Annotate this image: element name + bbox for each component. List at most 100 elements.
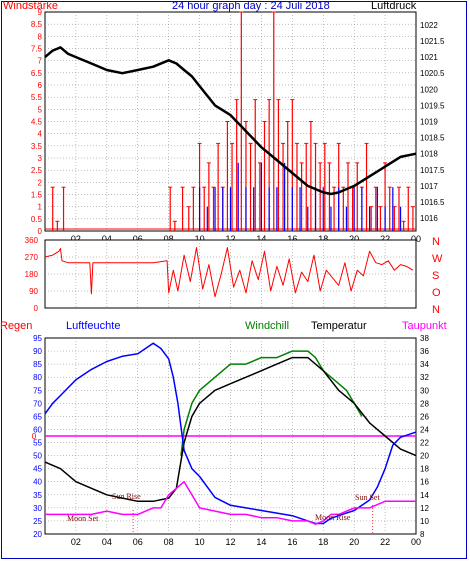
windstaerke-y-tick-5.5: 5.5 [31, 93, 43, 102]
windchill-line [180, 350, 363, 456]
temperatur-y-tick-34: 34 [420, 360, 429, 369]
luftdruck-line [44, 46, 417, 196]
temperature-humidity-x-tick-04: 04 [102, 537, 112, 547]
windstaerke-y-tick-2: 2 [38, 178, 43, 187]
luftdruck-y-tick-1019: 1019 [420, 118, 438, 127]
legend-windchill: Windchill [245, 320, 290, 332]
wind-direction-y-tick-180: 180 [25, 270, 39, 279]
legend-luftfeuchte: Luftfeuchte [66, 320, 121, 332]
luftfeuchte-y-tick-60: 60 [33, 425, 42, 434]
luftdruck-y-tick-1019.5: 1019.5 [420, 101, 445, 110]
temperatur-y-tick-38: 38 [420, 334, 429, 343]
wind-pressure-x-tick-10: 10 [195, 234, 205, 244]
direction-label-n-0: N [432, 236, 440, 248]
temperature-humidity-x-tick-16: 16 [287, 537, 297, 547]
windstaerke-y-tick-8.5: 8.5 [31, 20, 43, 29]
temperature-humidity-x-tick-12: 12 [225, 537, 235, 547]
temperatur-y-tick-20: 20 [420, 452, 429, 461]
wind-direction-y-tick-0: 0 [34, 304, 39, 313]
luftfeuchte-y-tick-90: 90 [33, 347, 42, 356]
temperatur-y-tick-28: 28 [420, 399, 429, 408]
windstaerke-y-tick-6: 6 [38, 81, 43, 90]
windstaerke-y-tick-6.5: 6.5 [31, 69, 43, 78]
direction-label-w-1: W [432, 253, 443, 265]
windstaerke-y-tick-9: 9 [38, 8, 43, 17]
wind-pressure-x-tick-12: 12 [225, 234, 235, 244]
moon-rise-label: Moon Rise [315, 513, 351, 522]
wind-pressure-x-tick-00: 00 [411, 234, 421, 244]
wind-pressure-x-tick-22: 22 [380, 234, 390, 244]
wind-direction-y-tick-90: 90 [29, 287, 38, 296]
luftfeuchte-y-tick-30: 30 [33, 504, 42, 513]
temperature-humidity-x-tick-20: 20 [349, 537, 359, 547]
wind-direction-y-tick-270: 270 [25, 253, 39, 262]
page-title: 24 hour graph day : 24 Juli 2018 [172, 0, 330, 12]
regen-zero-label: 0 [32, 432, 37, 441]
windstaerke-label: Windstärke [3, 0, 59, 12]
legend-regen: Regen [0, 320, 33, 332]
luftfeuchte-y-tick-55: 55 [33, 439, 42, 448]
windstaerke-y-tick-3.5: 3.5 [31, 142, 43, 151]
windstaerke-y-tick-0: 0 [38, 227, 43, 236]
luftfeuchte-y-tick-80: 80 [33, 373, 42, 382]
direction-label-o-3: O [432, 287, 441, 299]
luftdruck-y-tick-1017.5: 1017.5 [420, 166, 445, 175]
windstaerke-y-tick-4: 4 [38, 130, 43, 139]
temperatur-y-tick-24: 24 [420, 425, 429, 434]
temperature-humidity-x-tick-10: 10 [195, 537, 205, 547]
luftdruck-y-tick-1021.5: 1021.5 [420, 37, 445, 46]
wind-pressure-x-tick-16: 16 [287, 234, 297, 244]
luftfeuchte-y-tick-50: 50 [33, 452, 42, 461]
temperature-humidity-x-tick-08: 08 [164, 537, 174, 547]
luftdruck-y-tick-1022: 1022 [420, 21, 438, 30]
luftfeuchte-y-tick-95: 95 [33, 334, 42, 343]
temperatur-y-tick-12: 12 [420, 504, 429, 513]
windstaerke-y-tick-8: 8 [38, 32, 43, 41]
temperatur-y-tick-10: 10 [420, 517, 429, 526]
temperatur-y-tick-26: 26 [420, 412, 429, 421]
windstaerke-y-tick-7.5: 7.5 [31, 45, 43, 54]
wind-pressure-x-tick-04: 04 [102, 234, 112, 244]
luftfeuchte-y-tick-75: 75 [33, 386, 42, 395]
luftfeuchte-y-tick-65: 65 [33, 412, 42, 421]
windstaerke-y-tick-7: 7 [38, 57, 43, 66]
wind-pressure-x-tick-20: 20 [349, 234, 359, 244]
luftfeuchte-y-tick-35: 35 [33, 491, 42, 500]
temperatur-y-tick-18: 18 [420, 465, 429, 474]
luftfeuchte-y-tick-25: 25 [33, 517, 42, 526]
direction-label-s-2: S [432, 270, 439, 282]
temperatur-y-tick-32: 32 [420, 373, 429, 382]
direction-label-n-4: N [432, 304, 440, 316]
wind-pressure-x-tick-06: 06 [133, 234, 143, 244]
wind-pressure-x-tick-08: 08 [164, 234, 174, 244]
windstaerke-y-tick-3: 3 [38, 154, 43, 163]
luftdruck-y-tick-1016.5: 1016.5 [420, 198, 445, 207]
luftdruck-y-tick-1017: 1017 [420, 182, 438, 191]
windstaerke-y-tick-0.5: 0.5 [31, 215, 43, 224]
windrichtung-line [44, 247, 414, 298]
wind-pressure-x-tick-18: 18 [318, 234, 328, 244]
luftfeuchte-y-tick-40: 40 [33, 478, 42, 487]
temperatur-y-tick-14: 14 [420, 491, 429, 500]
luftdruck-y-tick-1020.5: 1020.5 [420, 69, 445, 78]
luftdruck-y-tick-1018.5: 1018.5 [420, 134, 445, 143]
temperature-humidity-x-tick-18: 18 [318, 537, 328, 547]
windstaerke-y-tick-1: 1 [38, 203, 43, 212]
wind-pressure-x-tick-14: 14 [256, 234, 266, 244]
wind-direction-y-tick-360: 360 [25, 236, 39, 245]
temperature-humidity-x-tick-22: 22 [380, 537, 390, 547]
temperatur-y-tick-30: 30 [420, 386, 429, 395]
temperatur-y-tick-16: 16 [420, 478, 429, 487]
wind-pressure-x-tick-02: 02 [71, 234, 81, 244]
temperature-humidity-x-tick-00: 00 [411, 537, 421, 547]
temperatur-y-tick-22: 22 [420, 439, 429, 448]
luftdruck-y-tick-1016: 1016 [420, 214, 438, 223]
luftfeuchte-y-tick-85: 85 [33, 360, 42, 369]
windstaerke-y-tick-4.5: 4.5 [31, 118, 43, 127]
luftdruck-label: Luftdruck [371, 0, 417, 12]
luftdruck-y-tick-1021: 1021 [420, 53, 438, 62]
luftfeuchte-y-tick-70: 70 [33, 399, 42, 408]
temperatur-line [44, 356, 417, 503]
